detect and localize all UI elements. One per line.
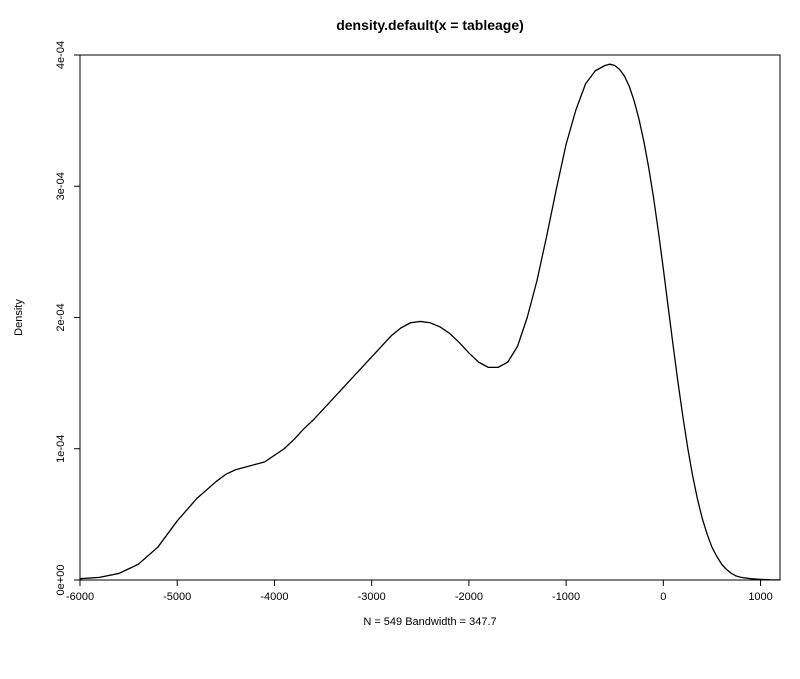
x-tick-label: -2000 [455,591,483,603]
x-axis-label: N = 549 Bandwidth = 347.7 [363,616,496,628]
x-tick-label: 0 [660,591,666,603]
y-tick-label: 2e-04 [55,303,67,331]
density-curve [80,64,780,580]
y-tick-label: 3e-04 [55,172,67,200]
chart-svg: density.default(x = tableage) -6000 -5000 -… [0,0,800,679]
y-tick-label: 0e+00 [55,565,67,596]
x-tick-label: -3000 [358,591,386,603]
plot-frame [80,55,780,580]
y-tick-label: 4e-04 [55,41,67,69]
y-axis-label: Density [13,299,25,336]
x-tick-label: -5000 [163,591,191,603]
density-chart: density.default(x = tableage) -6000 -5000 -… [0,0,800,679]
y-tick-label: 1e-04 [55,435,67,463]
chart-title: density.default(x = tableage) [336,17,524,33]
x-tick-label: -6000 [66,591,94,603]
x-tick-label: 1000 [748,591,772,603]
x-tick-label: -1000 [552,591,580,603]
x-tick-label: -4000 [260,591,288,603]
